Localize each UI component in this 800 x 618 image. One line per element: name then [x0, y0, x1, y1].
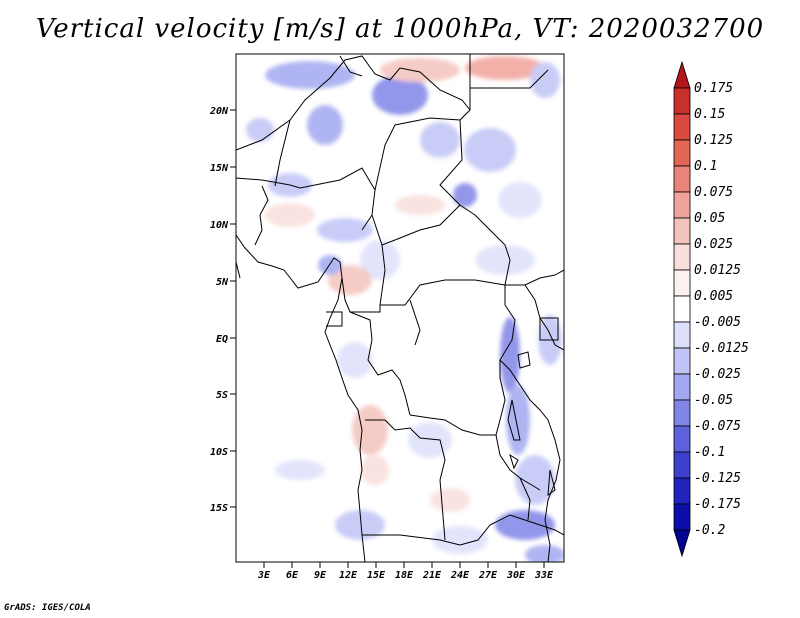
- lon-tick-label: 33E: [534, 570, 554, 581]
- colorbar-swatch: [673, 321, 691, 349]
- colorbar-label: 0.075: [694, 185, 733, 200]
- colorbar-swatch: [673, 399, 691, 427]
- lon-tick-label: 27E: [478, 570, 498, 581]
- lon-tick-label: 30E: [506, 570, 526, 581]
- colorbar-swatch: [673, 451, 691, 479]
- lon-tick-label: 21E: [422, 570, 442, 581]
- lon-tick-label: 12E: [339, 570, 358, 581]
- colorbar-swatch: [673, 113, 691, 141]
- lakes: [507, 351, 556, 497]
- lon-tick-label: 18E: [395, 570, 414, 581]
- colorbar-swatch: [673, 87, 691, 115]
- colorbar-swatch: [673, 425, 691, 453]
- grads-credit: GrADS: IGES/COLA: [4, 603, 91, 613]
- colorbar-label: 0.125: [694, 133, 733, 148]
- colorbar-label: 0.005: [694, 289, 733, 304]
- lat-tick-label: 15N: [210, 163, 229, 174]
- lat-tick-label: 5N: [216, 277, 229, 288]
- lon-axis: 3E 6E 9E 12E 15E 18E 21E 24E 27E 30E 33E: [257, 562, 554, 581]
- colorbar-swatch: [673, 269, 691, 297]
- colorbar-label: 0.025: [694, 237, 733, 252]
- colorbar-label: 0.15: [694, 107, 725, 122]
- colorbar-label: -0.175: [694, 497, 741, 512]
- colorbar-swatch: [673, 503, 691, 531]
- lat-axis: 20N 15N 10N 5N EQ 5S 10S 15S: [209, 106, 236, 514]
- colorbar-swatch: [673, 139, 691, 167]
- colorbar-swatch: [673, 165, 691, 193]
- page-title: Vertical velocity [m/s] at 1000hPa, VT: …: [35, 14, 765, 44]
- colorbar-label: -0.05: [694, 393, 733, 408]
- colorbar-top-triangle: [673, 60, 691, 89]
- colorbar: 0.175 0.15 0.125 0.1 0.075 0.05 0.025 0.0125 0.0…: [673, 60, 749, 558]
- colorbar-swatch: [673, 347, 691, 375]
- colorbar-label: 0.05: [694, 211, 725, 226]
- lat-tick-label: 5S: [216, 390, 228, 401]
- lat-tick-label: 10S: [210, 447, 228, 458]
- colorbar-swatch: [673, 243, 691, 271]
- map-frame: [235, 53, 565, 563]
- velocity-shading: [246, 56, 564, 562]
- lat-tick-label: 15S: [210, 503, 228, 514]
- lat-tick-label: 10N: [210, 220, 229, 231]
- colorbar-swatch: [673, 191, 691, 219]
- colorbar-label: -0.2: [694, 523, 725, 538]
- colorbar-label: -0.005: [694, 315, 741, 330]
- lon-tick-label: 3E: [257, 570, 271, 581]
- lon-tick-label: 9E: [314, 570, 327, 581]
- colorbar-label: -0.125: [694, 471, 741, 486]
- colorbar-swatch: [673, 477, 691, 505]
- country-borders: [236, 54, 564, 562]
- colorbar-label: -0.0125: [694, 341, 749, 356]
- lon-tick-label: 6E: [286, 570, 299, 581]
- lon-tick-label: 24E: [450, 570, 470, 581]
- colorbar-label: 0.1: [694, 159, 717, 174]
- colorbar-swatch: [673, 373, 691, 401]
- lon-tick-label: 15E: [367, 570, 386, 581]
- colorbar-label: -0.1: [694, 445, 725, 460]
- lat-tick-label: EQ: [216, 334, 228, 345]
- colorbar-label: -0.075: [694, 419, 741, 434]
- colorbar-label: 0.0125: [694, 263, 741, 278]
- colorbar-swatch: [673, 217, 691, 245]
- colorbar-swatch: [673, 295, 691, 323]
- colorbar-bottom-triangle: [673, 529, 691, 558]
- map-plot-area: [236, 54, 564, 562]
- colorbar-label: 0.175: [694, 81, 733, 96]
- colorbar-label: -0.025: [694, 367, 741, 382]
- lat-tick-label: 20N: [209, 106, 229, 117]
